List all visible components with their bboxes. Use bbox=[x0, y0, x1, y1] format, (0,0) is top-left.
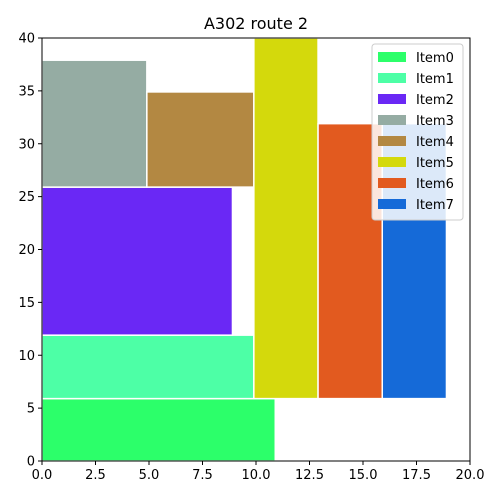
y-tick-label: 10 bbox=[18, 349, 35, 364]
legend-swatch-item7 bbox=[378, 199, 406, 209]
legend-label-item1: Item1 bbox=[416, 72, 454, 87]
y-tick-label: 30 bbox=[18, 137, 35, 152]
y-tick-label: 35 bbox=[18, 84, 35, 99]
y-tick-label: 25 bbox=[18, 190, 35, 205]
x-tick-label: 15.0 bbox=[349, 468, 378, 483]
bar-item0 bbox=[41, 397, 277, 462]
legend-swatch-item5 bbox=[378, 157, 406, 167]
legend-label-item2: Item2 bbox=[416, 93, 454, 108]
x-tick-label: 20.0 bbox=[456, 468, 485, 483]
chart-title: A302 route 2 bbox=[204, 14, 308, 33]
bar-item3 bbox=[41, 59, 148, 188]
legend-label-item3: Item3 bbox=[416, 114, 454, 129]
legend-swatch-item0 bbox=[378, 52, 406, 62]
x-tick-label: 10.0 bbox=[242, 468, 271, 483]
legend-label-item4: Item4 bbox=[416, 135, 454, 150]
legend-label-item5: Item5 bbox=[416, 156, 454, 171]
legend-label-item0: Item0 bbox=[416, 51, 454, 66]
x-tick-label: 0.0 bbox=[32, 468, 53, 483]
y-tick-label: 0 bbox=[27, 455, 35, 470]
legend-label-item7: Item7 bbox=[416, 198, 454, 213]
y-tick-label: 20 bbox=[18, 243, 35, 258]
legend-frame bbox=[371, 43, 464, 221]
x-tick-label: 5.0 bbox=[139, 468, 160, 483]
bar-item1 bbox=[41, 334, 255, 400]
y-tick-label: 40 bbox=[18, 32, 35, 47]
bar-item5 bbox=[253, 37, 319, 400]
x-tick-label: 17.5 bbox=[402, 468, 431, 483]
legend-swatch-item1 bbox=[378, 73, 406, 83]
x-tick-label: 12.5 bbox=[295, 468, 324, 483]
bar-item4 bbox=[146, 91, 255, 188]
legend-swatch-item2 bbox=[378, 94, 406, 104]
x-axis: 0.0 2.5 5.0 7.5 10.0 12.5 15.0 17.5 20.0 bbox=[32, 461, 485, 483]
x-tick-label: 2.5 bbox=[85, 468, 106, 483]
x-tick-label: 7.5 bbox=[192, 468, 213, 483]
y-axis: 0 5 10 15 20 25 30 35 40 bbox=[18, 32, 42, 470]
y-tick-label: 15 bbox=[18, 296, 35, 311]
y-tick-label: 5 bbox=[27, 402, 35, 417]
legend-swatch-item3 bbox=[378, 115, 406, 125]
legend-label-item6: Item6 bbox=[416, 177, 454, 192]
bar-item2 bbox=[41, 186, 234, 336]
legend-swatch-item6 bbox=[378, 178, 406, 188]
legend: Item0 Item1 Item2 Item3 Item4 Item5 Item6 Item7 bbox=[371, 43, 464, 221]
bars-layer bbox=[41, 37, 448, 462]
legend-swatch-item4 bbox=[378, 136, 406, 146]
